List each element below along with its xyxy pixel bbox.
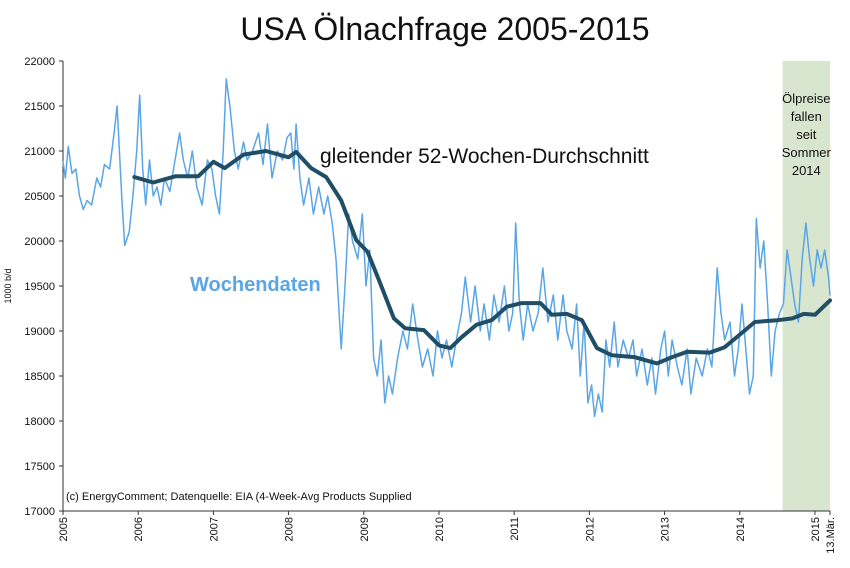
series-line (62, 78, 831, 418)
x-tick-label: 2012 (584, 517, 596, 541)
highlight-label: Sommer (782, 145, 832, 160)
x-tick-label: 2005 (58, 517, 70, 541)
y-tick-label: 19500 (24, 281, 55, 293)
x-tick-label: 2008 (284, 517, 296, 541)
x-tick-label: 2013 (660, 517, 672, 541)
series-line (132, 149, 832, 366)
highlight-label: 2014 (792, 163, 821, 178)
y-tick-label: 19000 (24, 326, 55, 338)
y-tick-label: 18000 (24, 416, 55, 428)
x-tick-label: 2010 (434, 517, 446, 541)
x-tick-label: 2015 (810, 517, 822, 541)
y-tick-label: 21000 (24, 146, 55, 158)
x-tick-label: 2014 (735, 517, 747, 541)
y-tick-label: 20000 (24, 236, 55, 248)
x-tick-label: 2009 (359, 517, 371, 541)
highlight-label: fallen (791, 109, 822, 124)
y-tick-label: 20500 (24, 191, 55, 203)
highlight-band (782, 61, 830, 511)
y-tick-label: 18500 (24, 371, 55, 383)
highlight-label: Ölpreise (782, 91, 830, 106)
x-tick-label: 13.Mär. (825, 517, 837, 554)
y-tick-label: 21500 (24, 101, 55, 113)
highlight-label: seit (796, 127, 817, 142)
chart-title: USA Ölnachfrage 2005-2015 (240, 11, 649, 47)
y-axis-label: 1000 b/d (3, 268, 13, 303)
x-tick-label: 2006 (133, 517, 145, 541)
x-tick-label: 2011 (509, 517, 521, 541)
y-tick-label: 22000 (24, 56, 55, 68)
series-label: gleitender 52-Wochen-Durchschnitt (320, 145, 649, 168)
x-tick-label: 2007 (208, 517, 220, 541)
y-tick-label: 17500 (24, 461, 55, 473)
series-label: Wochendaten (190, 274, 321, 296)
source-note: (c) EnergyComment; Datenquelle: EIA (4-W… (66, 491, 412, 503)
y-tick-label: 17000 (24, 506, 55, 518)
